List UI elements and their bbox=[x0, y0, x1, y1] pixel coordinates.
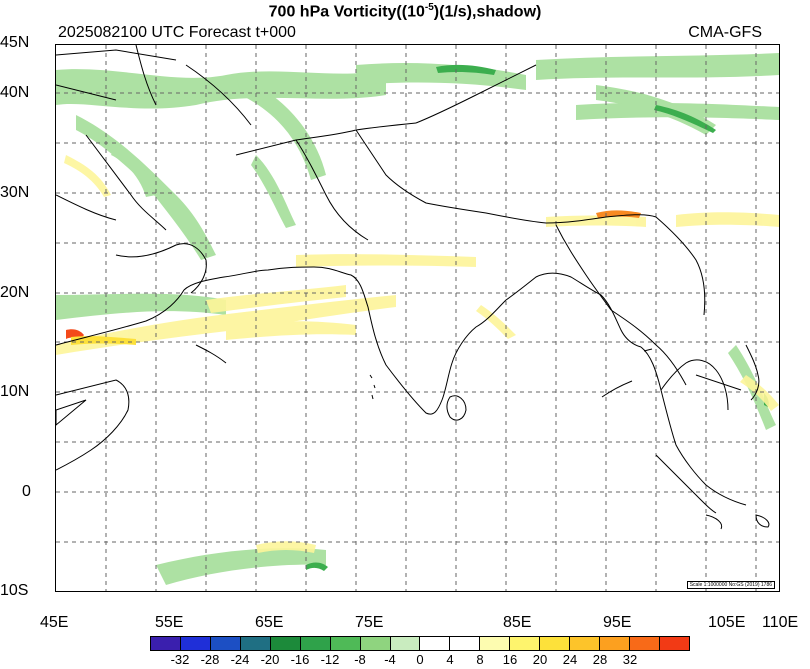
colorbar-swatch bbox=[540, 637, 571, 650]
colorbar-tick-label: -8 bbox=[354, 652, 366, 667]
map-svg bbox=[55, 44, 779, 591]
colorbar-swatch bbox=[210, 637, 241, 650]
colorbar-tick-label: 20 bbox=[532, 652, 548, 667]
colorbar-swatch bbox=[330, 637, 361, 650]
colorbar-tick-label: 4 bbox=[446, 652, 454, 667]
colorbar-tick-label: 28 bbox=[592, 652, 608, 667]
lat-label-10s: 10S bbox=[0, 582, 29, 599]
lat-label-10n: 10N bbox=[0, 383, 30, 400]
colorbar-tick-label: 32 bbox=[622, 652, 638, 667]
title-exponent: -5 bbox=[424, 2, 434, 13]
colorbar-swatch bbox=[390, 637, 421, 650]
chart-title: 700 hPa Vorticity((10-5)(1/s),shadow) bbox=[0, 2, 810, 21]
forecast-time-label: 2025082100 UTC Forecast t+000 bbox=[58, 24, 296, 41]
lon-label-75e: 75E bbox=[355, 614, 384, 631]
colorbar-swatch bbox=[240, 637, 271, 650]
colorbar-swatch bbox=[480, 637, 511, 650]
lon-label-45e: 45E bbox=[40, 614, 69, 631]
colorbar-tick-label: 16 bbox=[502, 652, 518, 667]
lon-label-85e: 85E bbox=[503, 614, 532, 631]
colorbar-swatch bbox=[600, 637, 630, 650]
title-text-rest: )(1/s),shadow) bbox=[433, 3, 542, 21]
title-text: 700 hPa Vorticity((10 bbox=[268, 3, 425, 21]
colorbar-tick-label: -16 bbox=[290, 652, 310, 667]
scale-note: Scale 1:1000000 No:GS (2019) 1786 bbox=[686, 581, 775, 589]
colorbar-tick-label: 8 bbox=[476, 652, 484, 667]
colorbar-tick-label: -24 bbox=[230, 652, 250, 667]
colorbar-ticks: -32 -28 -24 -20 -16 -12 -8 -4 0 4 8 16 20 24 28 32 bbox=[150, 652, 690, 668]
positive-vorticity-strong bbox=[66, 210, 641, 345]
colorbar-swatch bbox=[420, 637, 451, 650]
colorbar-swatch bbox=[300, 637, 331, 650]
colorbar-swatch bbox=[360, 637, 391, 650]
colorbar-swatch bbox=[151, 637, 181, 650]
colorbar-swatch bbox=[659, 637, 689, 650]
lat-label-0: 0 bbox=[22, 483, 31, 500]
model-label: CMA-GFS bbox=[688, 24, 762, 41]
colorbar-swatch bbox=[510, 637, 541, 650]
colorbar-tick-label: -28 bbox=[200, 652, 220, 667]
negative-vorticity-shading bbox=[56, 53, 779, 585]
colorbar-tick-label: -32 bbox=[170, 652, 190, 667]
colorbar-swatch bbox=[630, 637, 660, 650]
map-panel: Scale 1:1000000 No:GS (2019) 1786 bbox=[55, 44, 780, 592]
coastlines bbox=[55, 134, 760, 506]
negative-vorticity-strong bbox=[306, 64, 769, 571]
lon-label-65e: 65E bbox=[255, 614, 284, 631]
country-borders bbox=[55, 44, 742, 391]
lat-label-45n: 45N bbox=[0, 34, 30, 51]
colorbar-swatch bbox=[570, 637, 601, 650]
colorbar-tick-label: 24 bbox=[562, 652, 578, 667]
colorbar-tick-label: -4 bbox=[384, 652, 396, 667]
colorbar-swatch bbox=[180, 637, 211, 650]
colorbar-tick-label: -12 bbox=[320, 652, 340, 667]
graticule bbox=[56, 45, 779, 591]
lon-label-55e: 55E bbox=[155, 614, 184, 631]
colorbar-tick-label: -20 bbox=[260, 652, 280, 667]
colorbar bbox=[150, 636, 690, 651]
lon-label-95e: 95E bbox=[603, 614, 632, 631]
colorbar-swatch bbox=[450, 637, 481, 650]
colorbar-swatch bbox=[270, 637, 301, 650]
lon-label-110e: 110E bbox=[762, 614, 799, 631]
positive-vorticity-shading bbox=[56, 155, 779, 553]
lat-label-20n: 20N bbox=[0, 284, 30, 301]
colorbar-tick-label: 0 bbox=[416, 652, 424, 667]
islands bbox=[369, 348, 770, 530]
lon-label-105e: 105E bbox=[708, 614, 746, 631]
lat-label-30n: 30N bbox=[0, 184, 30, 201]
lat-label-40n: 40N bbox=[0, 84, 30, 101]
